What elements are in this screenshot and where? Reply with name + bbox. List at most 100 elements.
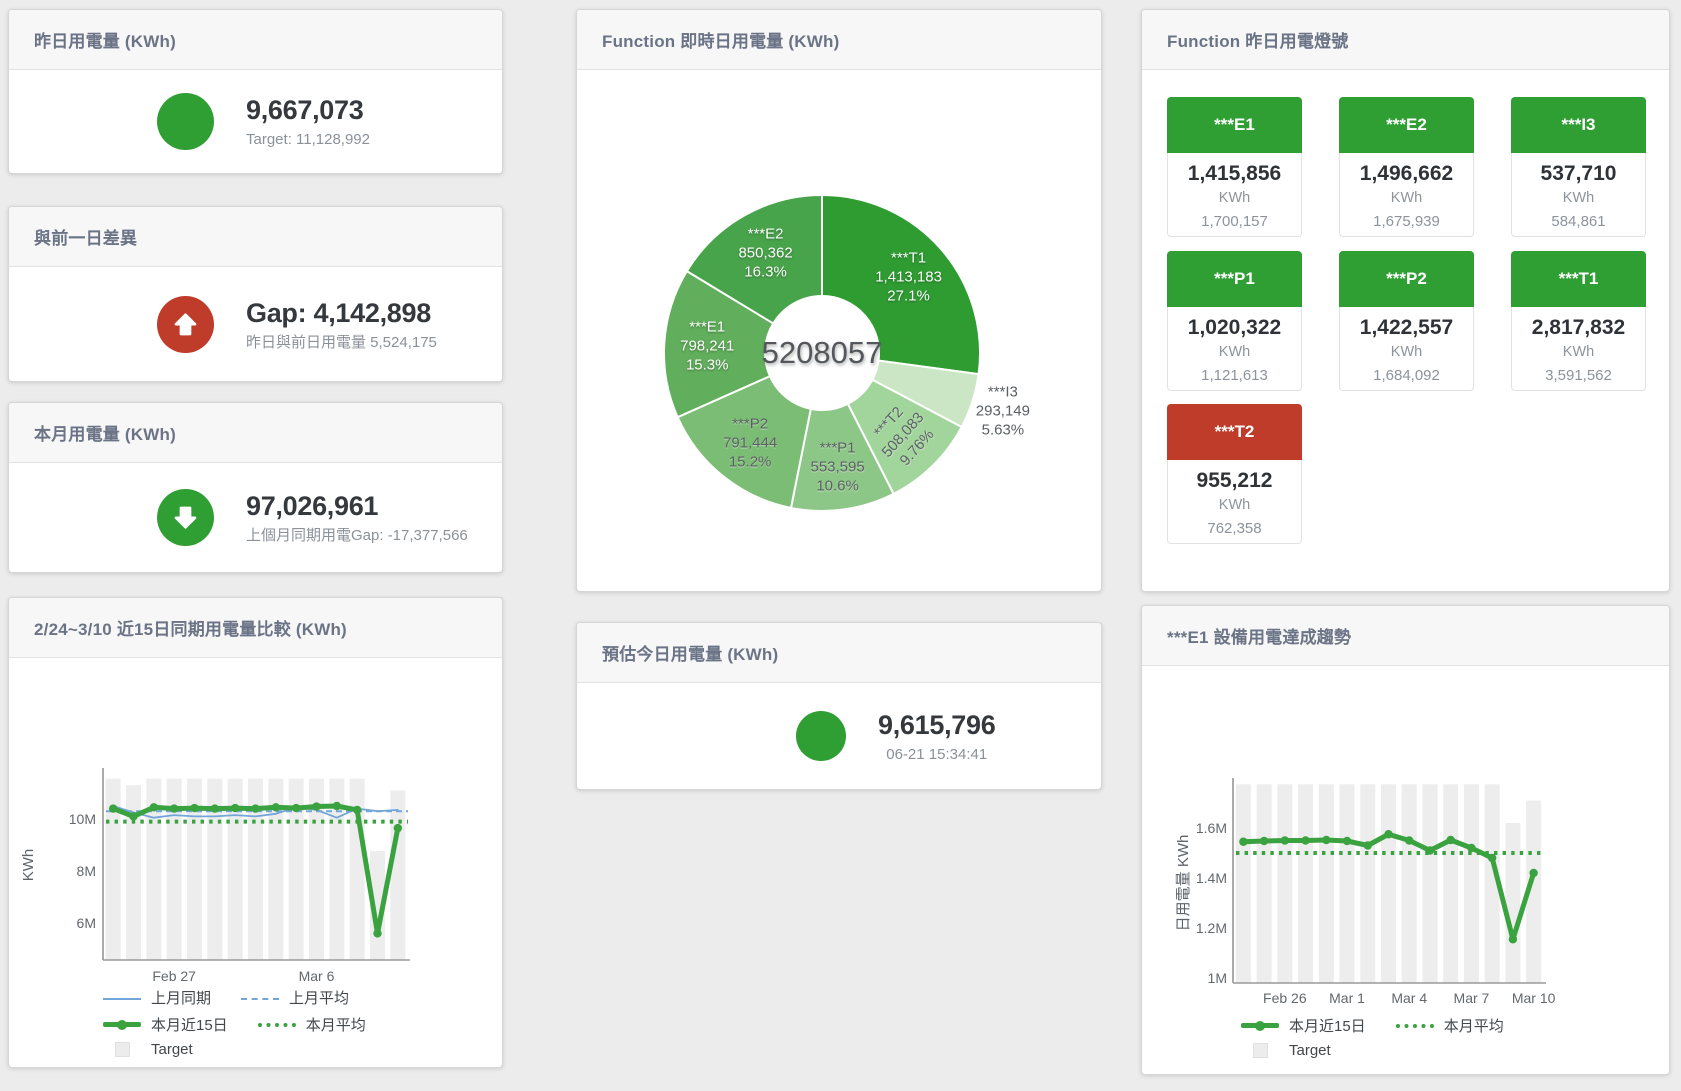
arrow-down-icon	[174, 506, 197, 529]
tile-target: 1,684,092	[1373, 366, 1440, 384]
legend-item[interactable]: 本月平均	[257, 1014, 366, 1035]
tile-target: 584,861	[1551, 213, 1606, 230]
arrow-up-icon	[174, 312, 197, 335]
legend-item[interactable]: Target	[103, 1041, 193, 1058]
series-marker	[230, 803, 240, 813]
tile-target: 1,121,613	[1201, 366, 1268, 384]
legend-row: Target	[103, 1041, 396, 1058]
donut-label-t1: ***T1 1,413,183 27.1%	[875, 249, 942, 305]
series-marker	[373, 929, 382, 938]
series-marker	[1259, 836, 1269, 846]
donut-label-e2: ***E2 850,362 16.3%	[738, 225, 793, 281]
series-marker	[1405, 836, 1414, 845]
y-tick-label: 6M	[77, 915, 96, 931]
panel-header: Function 即時日用電量 (KWh)	[577, 10, 1101, 70]
target-bar	[1339, 784, 1355, 983]
series-marker	[149, 803, 159, 812]
legend-row: 上月同期 上月平均	[103, 987, 396, 1008]
series-line	[112, 805, 399, 819]
trend-line-chart: 1.6M 1.4M 1.2M 1M Feb 26 Mar 1 Mar 4 Mar 7 Mar 1…	[1175, 778, 1556, 1006]
stat-body: 97,026,961 上個月同期用電Gap: -17,377,566	[9, 463, 502, 572]
target-bar	[1318, 784, 1334, 983]
tile-value: 2,817,832	[1531, 315, 1626, 339]
target-bar	[1381, 784, 1396, 983]
series-marker	[1322, 835, 1331, 845]
legend-item[interactable]: Target	[1241, 1042, 1331, 1059]
panel-function-realtime-donut: Function 即時日用電量 (KWh) ***T1 1,413,183 27.1…	[576, 9, 1102, 592]
donut-label-p1: ***P1 553,595 10.6%	[810, 439, 865, 495]
donut-slice-p2[interactable]	[676, 374, 812, 510]
tile-target: 762,358	[1207, 520, 1262, 537]
panel-title: 與前一日差異	[34, 229, 138, 248]
target-bar	[1401, 784, 1417, 983]
series-marker	[1301, 836, 1310, 845]
tile-header: ***E2	[1339, 97, 1474, 153]
tile-target: 1,675,939	[1373, 213, 1440, 230]
legend-item[interactable]: 上月平均	[241, 987, 349, 1008]
x-tick-label: Mar 1	[1329, 990, 1365, 1006]
tile-body: 1,422,557 KWh 1,684,092	[1339, 306, 1474, 391]
legend-item[interactable]: 本月近15日	[1241, 1015, 1366, 1036]
legend-label: 本月近15日	[151, 1017, 228, 1034]
legend-item[interactable]: 本月近15日	[103, 1014, 228, 1035]
stat-value: 9,667,073	[246, 95, 364, 125]
target-bar	[329, 778, 345, 960]
x-tick-label: Mar 10	[1512, 990, 1556, 1006]
target-bar	[1484, 784, 1500, 983]
x-tick-label: Feb 26	[1263, 990, 1307, 1006]
donut-chart: ***T1 1,413,183 27.1% ***I3 293,149 5.63% ***T…	[577, 70, 1103, 593]
stat-value: Gap: 4,142,898	[246, 297, 431, 328]
series-marker	[251, 804, 260, 813]
tile-value: 955,212	[1196, 469, 1273, 492]
series-marker	[1446, 835, 1455, 845]
y-axis-title: KWh	[20, 849, 37, 882]
status-tile-p1: ***P1 1,020,322 KWh 1,121,613	[1167, 250, 1302, 391]
legend-swatch-sq-icon	[1241, 1043, 1279, 1058]
target-bar	[248, 778, 263, 960]
target-bar	[309, 778, 324, 960]
legend-label: 本月平均	[305, 1017, 366, 1034]
tile-unit: KWh	[1390, 190, 1423, 206]
series-marker	[1239, 837, 1248, 846]
donut-slice-e2[interactable]	[685, 193, 823, 325]
tile-body: 1,415,856 KWh 1,700,157	[1167, 153, 1302, 237]
status-tile-p2: ***P2 1,422,557 KWh 1,684,092	[1339, 250, 1474, 391]
series-marker	[210, 804, 220, 813]
stat-subtitle: 06-21 15:34:41	[886, 745, 988, 763]
legend-swatch-line-icon	[103, 997, 141, 1000]
trend-legend: 本月近15日 本月平均 Target	[1241, 1015, 1534, 1065]
status-tile-e2: ***E2 1,496,662 KWh 1,675,939	[1339, 97, 1474, 237]
donut-slice-t1[interactable]	[821, 193, 981, 376]
panel-title: Function 昨日用電燈號	[1167, 32, 1349, 51]
legend-swatch-thick-icon	[103, 1019, 141, 1030]
status-circle-icon	[157, 295, 214, 353]
legend-swatch-dashed-icon	[241, 997, 280, 1000]
target-bar	[1443, 784, 1459, 983]
legend-item[interactable]: 上月同期	[103, 987, 211, 1008]
panel-title: 2/24~3/10 近15日同期用電量比較 (KWh)	[34, 620, 347, 639]
series-marker	[1508, 935, 1518, 944]
y-tick-label: 1M	[1208, 970, 1227, 986]
tile-body: 1,496,662 KWh 1,675,939	[1339, 153, 1474, 237]
series-marker	[1280, 836, 1290, 845]
series-marker	[332, 801, 342, 811]
panel-title: 本月用電量 (KWh)	[34, 425, 176, 444]
legend-item[interactable]: 本月平均	[1395, 1015, 1504, 1036]
panel-header: 2/24~3/10 近15日同期用電量比較 (KWh)	[9, 598, 502, 658]
status-tile-t2: ***T2 955,212 KWh 762,358	[1167, 404, 1302, 544]
target-bar	[207, 778, 223, 960]
tile-header: ***P1	[1167, 250, 1302, 307]
panel-header: 本月用電量 (KWh)	[9, 403, 502, 463]
stat-body: 9,615,796 06-21 15:34:41	[577, 683, 1101, 789]
tile-unit: KWh	[1562, 190, 1595, 206]
status-circle-icon	[157, 93, 214, 150]
series-marker	[169, 804, 179, 813]
compare-line-chart: 10M 8M 6M Feb 27 Mar 6 KWh	[20, 768, 410, 984]
target-bar	[166, 778, 182, 960]
target-bar	[187, 778, 202, 960]
series-marker	[1384, 830, 1393, 839]
series-marker	[291, 803, 301, 813]
target-bar	[105, 778, 121, 960]
series-marker	[1467, 843, 1476, 853]
